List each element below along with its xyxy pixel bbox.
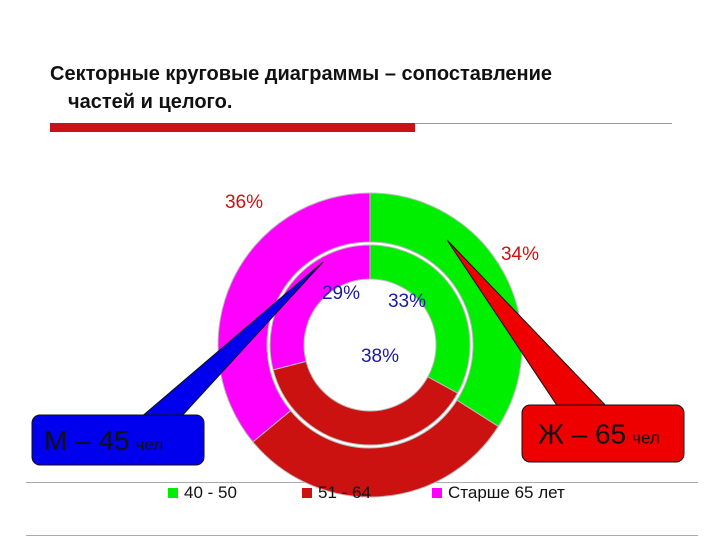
inner-percent-label-3: 29% bbox=[322, 283, 360, 304]
outer-callout-unit: чел bbox=[632, 429, 660, 448]
callouts: М – 45 чел Ж – 65 чел bbox=[31, 239, 685, 466]
outer-percent-label-3: 36% bbox=[225, 192, 263, 213]
outer-ring-slice-1 bbox=[369, 192, 523, 428]
legend: 40 - 50 51 - 64 Старше 65 лет bbox=[168, 483, 565, 502]
inner-callout-unit: чел bbox=[136, 435, 164, 454]
legend-swatch-1 bbox=[168, 488, 178, 498]
legend-bottom-rule bbox=[26, 535, 698, 536]
legend-swatch-2 bbox=[302, 488, 312, 498]
legend-label-1: 40 - 50 bbox=[184, 483, 237, 502]
legend-label-3: Старше 65 лет bbox=[448, 483, 565, 502]
outer-percent-label-1: 34% bbox=[501, 244, 539, 265]
outer-ring bbox=[217, 192, 523, 498]
inner-ring-slice-2 bbox=[272, 360, 459, 446]
percent-labels: 33% 38% 29% 34% 30% 36% bbox=[225, 192, 539, 479]
inner-percent-label-2: 38% bbox=[361, 346, 399, 367]
outer-callout-count: Ж – 65 bbox=[538, 419, 626, 450]
inner-callout-box bbox=[31, 414, 205, 466]
inner-callout-count: М – 45 bbox=[44, 425, 130, 456]
inner-percent-label-1: 33% bbox=[388, 291, 426, 312]
legend-label-2: 51 - 64 bbox=[318, 483, 371, 502]
legend-swatch-3 bbox=[432, 488, 442, 498]
slide-title: Секторные круговые диаграммы – сопоставл… bbox=[50, 60, 690, 116]
outer-ring-slice-2 bbox=[252, 399, 500, 498]
outer-percent-label-2: 30% bbox=[393, 458, 431, 479]
title-line-2: частей и целого. bbox=[68, 91, 233, 113]
outer-callout-label: Ж – 65 чел bbox=[538, 419, 660, 450]
title-accent-bar bbox=[50, 123, 415, 132]
inner-callout-label: М – 45 чел bbox=[44, 425, 163, 456]
outer-callout-box bbox=[521, 404, 685, 463]
outer-ring-slice-3 bbox=[217, 192, 371, 443]
title-line-1: Секторные круговые диаграммы – сопоставл… bbox=[50, 63, 553, 85]
inner-ring bbox=[269, 244, 471, 446]
